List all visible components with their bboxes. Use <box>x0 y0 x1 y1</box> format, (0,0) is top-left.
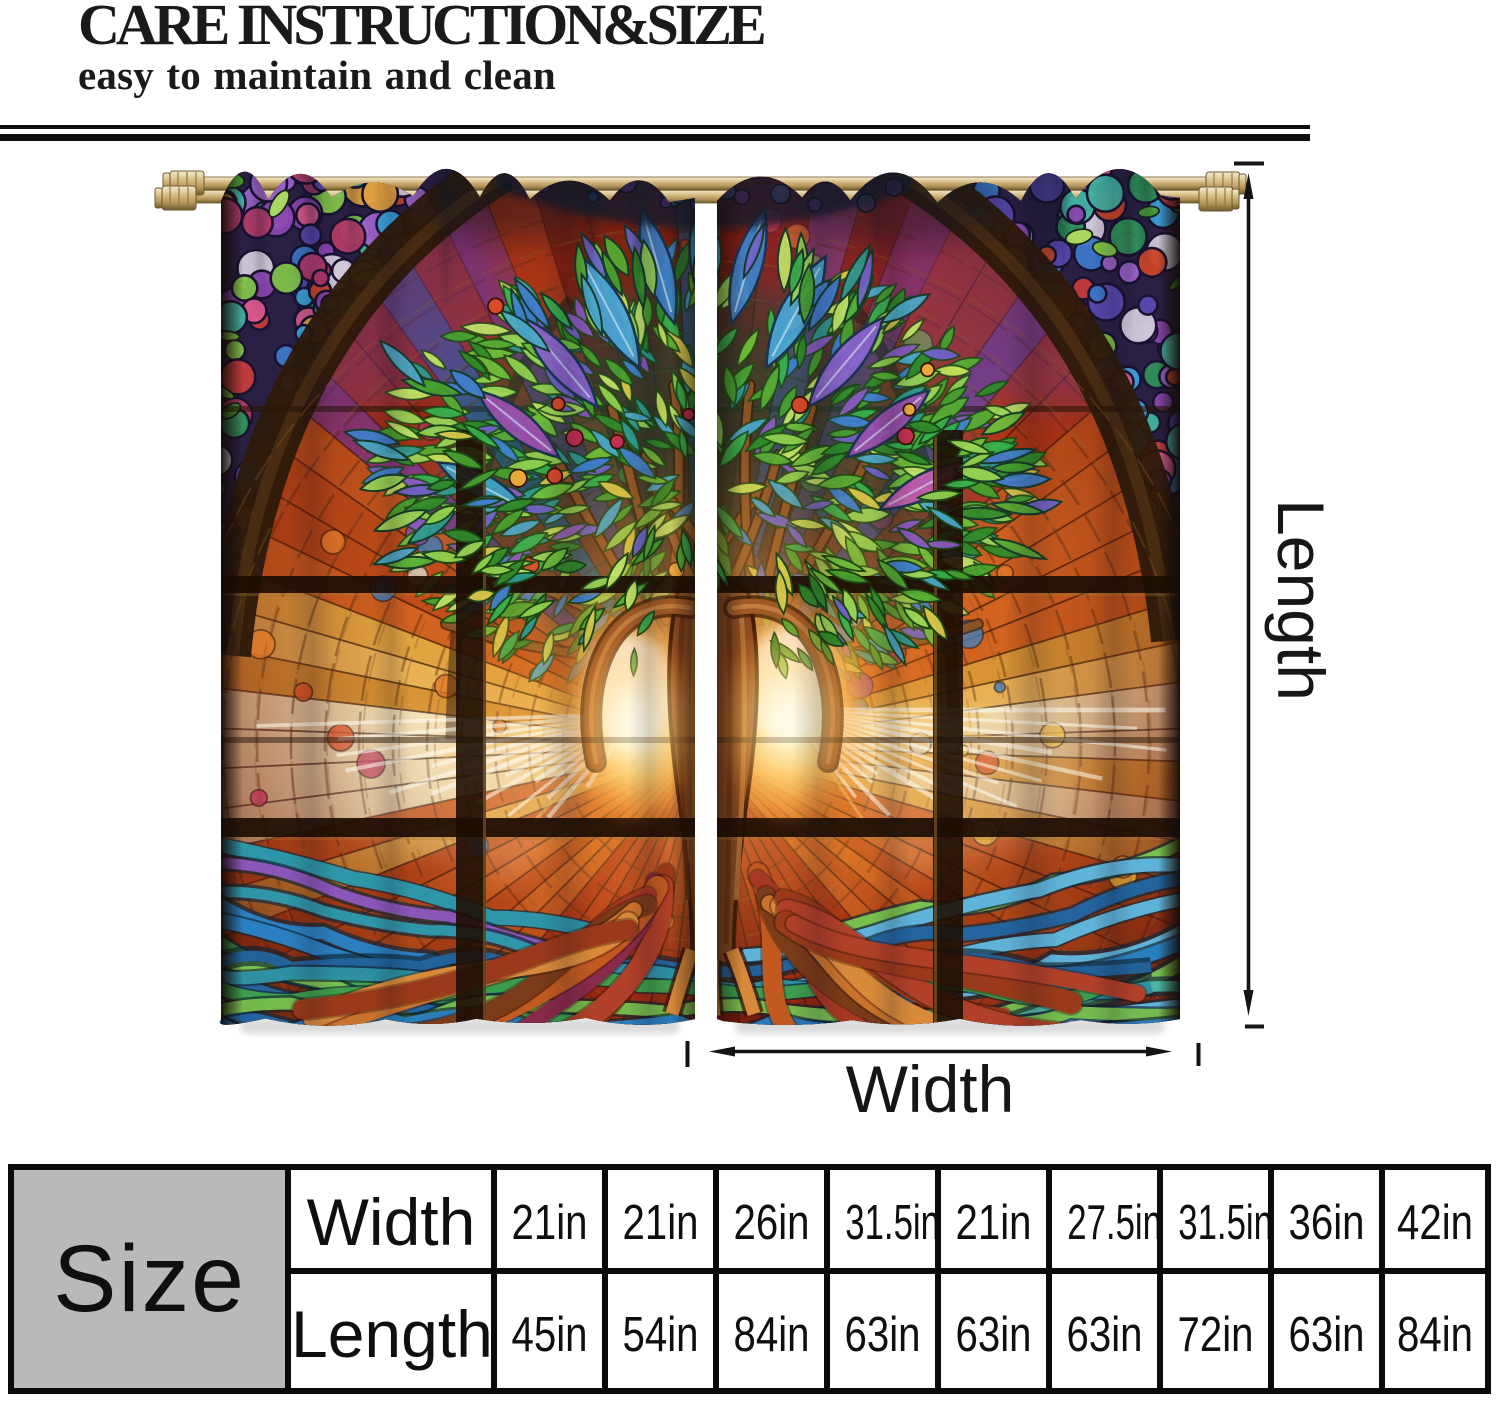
rod-finial <box>154 185 197 211</box>
length-arrowhead-top <box>1243 173 1254 199</box>
width-value-9: 42in <box>1379 1164 1491 1274</box>
length-value-8: 63in <box>1268 1268 1385 1394</box>
width-value-2: 21in <box>602 1164 719 1274</box>
width-value-5-text: 21in <box>955 1196 1032 1250</box>
size-corner-cell: Size <box>8 1164 291 1394</box>
divider-line-thin <box>0 125 1310 129</box>
length-value-7: 72in <box>1157 1268 1274 1394</box>
width-arrowhead-right <box>1146 1046 1172 1057</box>
width-value-6: 27.5in <box>1046 1164 1163 1274</box>
width-value-4-text: 31.5in <box>845 1196 938 1250</box>
length-value-3-text: 84in <box>733 1308 810 1362</box>
width-value-8: 36in <box>1268 1164 1385 1274</box>
table-row-length: Length 45in 54in 84in 63in 63in 63in 72i… <box>11 1268 1491 1397</box>
length-value-2-text: 54in <box>622 1308 699 1362</box>
table-row-width: Size Width 21in 21in 26in 31.5in 21in 27… <box>8 1164 1491 1394</box>
length-label: Length <box>1264 499 1338 701</box>
length-value-4: 63in <box>824 1268 941 1394</box>
width-value-5: 21in <box>935 1164 1052 1274</box>
length-value-6: 63in <box>1046 1268 1163 1394</box>
page-subtitle: easy to maintain and clean <box>78 52 556 98</box>
size-table: Size Width 21in 21in 26in 31.5in 21in 27… <box>8 1164 1491 1397</box>
length-value-1: 45in <box>491 1268 608 1394</box>
width-value-1-text: 21in <box>511 1196 588 1250</box>
length-row-label: Length <box>285 1271 497 1397</box>
length-arrowhead-bottom <box>1243 990 1254 1016</box>
width-value-3: 26in <box>713 1164 830 1274</box>
width-value-1: 21in <box>491 1164 608 1274</box>
width-arrowhead-left <box>709 1046 735 1057</box>
rod-finial <box>1198 186 1240 212</box>
page-title: CARE INSTRUCTION&SIZE <box>78 0 767 57</box>
width-value-4: 31.5in <box>824 1164 941 1274</box>
width-value-7-text: 31.5in <box>1178 1196 1271 1250</box>
width-value-8-text: 36in <box>1288 1196 1365 1250</box>
length-value-7-text: 72in <box>1177 1308 1254 1362</box>
length-value-9: 84in <box>1379 1268 1491 1394</box>
length-value-6-text: 63in <box>1066 1308 1143 1362</box>
length-value-4-text: 63in <box>844 1308 921 1362</box>
width-value-3-text: 26in <box>733 1196 810 1250</box>
length-value-5-text: 63in <box>955 1308 1032 1362</box>
length-value-2: 54in <box>602 1268 719 1394</box>
length-value-5: 63in <box>935 1268 1052 1394</box>
width-value-2-text: 21in <box>622 1196 699 1250</box>
length-value-8-text: 63in <box>1288 1308 1365 1362</box>
width-row-label: Width <box>285 1167 497 1277</box>
width-value-6-text: 27.5in <box>1067 1196 1160 1250</box>
width-value-9-text: 42in <box>1397 1196 1473 1250</box>
length-value-3: 84in <box>713 1268 830 1394</box>
length-value-1-text: 45in <box>511 1308 588 1362</box>
width-label: Width <box>846 1052 1015 1126</box>
length-value-9-text: 84in <box>1397 1308 1473 1362</box>
divider-line-thick <box>0 134 1310 141</box>
dimension-annotations <box>685 161 1264 1067</box>
width-value-7: 31.5in <box>1157 1164 1274 1274</box>
